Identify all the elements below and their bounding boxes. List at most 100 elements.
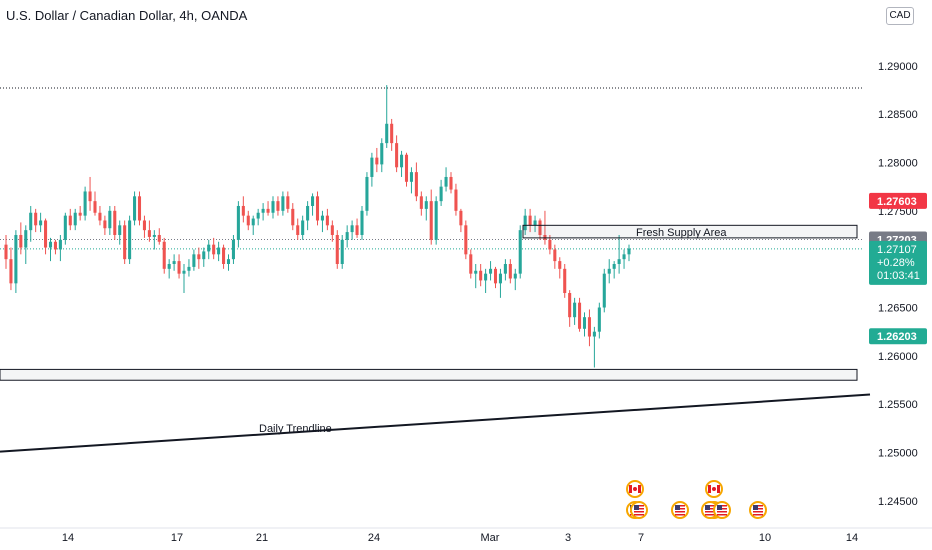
x-tick-label: 17 xyxy=(171,532,183,544)
candle-body xyxy=(172,261,176,264)
candle-body xyxy=(276,201,280,211)
candle-body xyxy=(533,220,537,226)
candle-body xyxy=(578,302,582,329)
candle-body xyxy=(479,270,483,281)
canada-flag-icon xyxy=(638,485,641,493)
x-tick-label: 10 xyxy=(759,532,771,544)
candle-body xyxy=(464,225,468,255)
candle-body xyxy=(320,215,324,221)
canada-flag-icon xyxy=(717,485,720,493)
price-badge-text: 1.26203 xyxy=(877,331,917,343)
candle-body xyxy=(78,212,82,216)
candle-body xyxy=(118,225,122,235)
candle-body xyxy=(157,234,161,242)
candle-body xyxy=(222,247,226,264)
candle-body xyxy=(518,230,522,274)
candle-body xyxy=(63,215,67,240)
candle-body xyxy=(246,215,250,226)
candle-body xyxy=(88,191,92,202)
candle-body xyxy=(137,196,142,221)
candle-body xyxy=(597,307,601,332)
candle-body xyxy=(498,273,502,284)
candle-body xyxy=(325,215,329,226)
candle-body xyxy=(459,210,463,226)
candle-body xyxy=(335,234,339,264)
candle-body xyxy=(548,239,552,250)
candle-body xyxy=(395,143,399,168)
candle-body xyxy=(528,215,532,226)
candle-body xyxy=(622,254,626,260)
candle-body xyxy=(93,201,97,213)
candle-body xyxy=(261,208,265,213)
candle-body xyxy=(241,205,245,216)
us-flag-icon xyxy=(717,514,727,516)
canada-flag-icon xyxy=(712,487,716,491)
candle-body xyxy=(58,239,62,250)
candle-body xyxy=(301,220,305,235)
current-price-badge xyxy=(869,240,927,285)
candle-body xyxy=(236,205,240,240)
candle-body xyxy=(24,230,28,248)
candle-body xyxy=(419,196,423,209)
candle-body xyxy=(493,268,498,284)
candle-body xyxy=(563,268,567,294)
candle-body xyxy=(187,266,191,271)
x-tick-label: 7 xyxy=(638,532,644,544)
price-badge xyxy=(869,192,927,209)
us-flag-icon xyxy=(753,514,763,516)
price-badge xyxy=(869,328,927,345)
candle-body xyxy=(113,210,117,235)
candle-body xyxy=(375,157,379,165)
candle-body xyxy=(256,212,260,219)
us-flag-icon xyxy=(675,514,685,516)
candle-body xyxy=(429,201,433,240)
currency-button[interactable]: CAD xyxy=(886,7,914,25)
x-tick-label: 14 xyxy=(846,532,858,544)
candle-body xyxy=(14,234,18,284)
y-tick-label: 1.25500 xyxy=(878,399,918,411)
candle-body xyxy=(424,201,428,209)
candle-body xyxy=(414,172,418,197)
candle-body xyxy=(538,220,542,235)
candle-body xyxy=(573,302,577,318)
candle-body xyxy=(365,176,369,211)
candle-body xyxy=(286,196,290,209)
candle-body xyxy=(19,234,23,248)
us-flag-icon xyxy=(705,514,715,516)
candle-body xyxy=(128,220,132,260)
candle-body xyxy=(449,176,453,190)
candle-body xyxy=(592,331,596,337)
candle-body xyxy=(380,143,384,165)
candle-body xyxy=(345,232,349,240)
candle-body xyxy=(306,205,310,221)
candle-body xyxy=(53,241,57,250)
candle-body xyxy=(489,268,493,274)
candle-body xyxy=(281,196,285,211)
x-tick-label: Mar xyxy=(481,532,500,544)
us-flag-icon xyxy=(675,511,685,513)
candle-body xyxy=(177,261,181,274)
candle-body xyxy=(98,212,102,221)
candle-body xyxy=(439,186,443,202)
x-tick-label: 3 xyxy=(565,532,571,544)
us-flag-icon xyxy=(675,505,680,510)
us-flag-icon xyxy=(705,511,715,513)
candle-body xyxy=(251,218,255,226)
candle-body xyxy=(523,215,527,231)
y-tick-label: 1.25000 xyxy=(878,448,918,460)
candle-body xyxy=(296,225,300,235)
candle-body xyxy=(108,210,112,229)
candle-body xyxy=(454,189,458,211)
us-flag-icon xyxy=(717,511,727,513)
candle-body xyxy=(508,264,512,279)
current-price-text: 01:03:41 xyxy=(877,270,920,282)
candle-body xyxy=(360,210,364,235)
candle-body xyxy=(355,225,359,235)
candle-body xyxy=(39,220,43,226)
us-flag-icon xyxy=(634,511,644,513)
supply-zone xyxy=(522,224,858,239)
candle-body xyxy=(48,241,53,248)
candle-body xyxy=(4,244,8,260)
